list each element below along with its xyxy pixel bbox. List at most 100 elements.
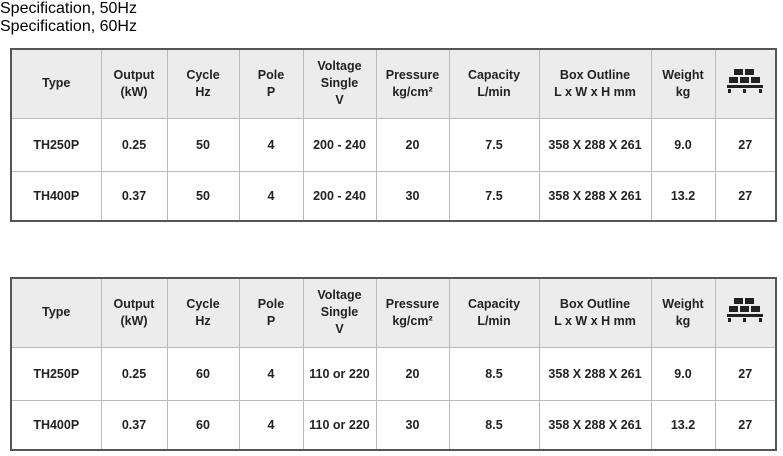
cell: 358 X 288 X 261 <box>538 117 652 172</box>
header-line: L/min <box>477 84 511 99</box>
header-line: kg/cm² <box>392 84 433 99</box>
header-line: Output <box>113 296 155 311</box>
cell: 30 <box>375 170 450 222</box>
cell: TH250P <box>10 346 102 401</box>
header-cell: Capacity L/min <box>448 48 540 119</box>
cell: 50 <box>166 117 240 172</box>
header-line: L/min <box>477 313 511 328</box>
cell: 27 <box>714 399 777 451</box>
header-line: Capacity <box>467 67 521 82</box>
header-line: Single <box>320 305 359 320</box>
cell: 200 - 240 <box>302 170 377 222</box>
cell: 200 - 240 <box>302 117 377 172</box>
cell: 358 X 288 X 261 <box>538 399 652 451</box>
cell: 4 <box>238 170 304 222</box>
cell: 60 <box>166 399 240 451</box>
cell: 8.5 <box>448 399 540 451</box>
header-line: Box Outline <box>559 67 631 82</box>
cell: 30 <box>375 399 450 451</box>
header-row: Type Output (kW) Cycle Hz Pole P Voltage Single V… <box>10 48 777 119</box>
header-cell: Pole P <box>238 277 304 348</box>
cell: 358 X 288 X 261 <box>538 170 652 222</box>
header-line: kg/cm² <box>392 313 433 328</box>
header-cell: Output (kW) <box>100 277 168 348</box>
header-line: Type <box>42 305 71 320</box>
cell: 4 <box>238 399 304 451</box>
header-line: V <box>335 93 344 108</box>
header-line: Cycle <box>186 296 220 311</box>
header-row: Type Output (kW) Cycle Hz Pole P Voltage Single V… <box>10 277 777 348</box>
header-cell: Weight kg <box>650 277 716 348</box>
header-line: P <box>266 84 276 99</box>
header-cell: Box Outline L x W x H mm <box>538 277 652 348</box>
data-row: TH400P 0.37 60 4 110 or 220 30 8.5 358 X 288 X … <box>10 399 777 451</box>
data-row: TH400P 0.37 50 4 200 - 240 30 7.5 358 X 288 X 2… <box>10 170 777 222</box>
cell: 8.5 <box>448 346 540 401</box>
header-cell: Voltage Single V <box>302 277 377 348</box>
header-line: L x W x H mm <box>554 313 636 328</box>
header-cell: Capacity L/min <box>448 277 540 348</box>
pallet-icon <box>714 277 777 348</box>
cell: TH400P <box>10 399 102 451</box>
cell: 27 <box>714 346 777 401</box>
cell: 9.0 <box>650 346 716 401</box>
header-line: Hz <box>195 84 211 99</box>
cell: 110 or 220 <box>302 346 377 401</box>
cell: 4 <box>238 117 304 172</box>
header-cell: Weight kg <box>650 48 716 119</box>
cell: 0.37 <box>100 170 168 222</box>
header-line: Voltage <box>317 59 362 74</box>
cell: TH250P <box>10 117 102 172</box>
header-cell: Voltage Single V <box>302 48 377 119</box>
spec-table: Type Output (kW) Cycle Hz Pole P Voltage Single V… <box>10 277 777 451</box>
header-line: Cycle <box>186 67 220 82</box>
cell: 0.25 <box>100 117 168 172</box>
cell: 7.5 <box>448 170 540 222</box>
header-line: (kW) <box>120 313 148 328</box>
header-line: Pressure <box>385 67 440 82</box>
header-line: Weight <box>662 296 704 311</box>
header-line: Pole <box>257 296 285 311</box>
cell: 0.25 <box>100 346 168 401</box>
cell: TH400P <box>10 170 102 222</box>
cell: 7.5 <box>448 117 540 172</box>
header-line: kg <box>675 84 691 99</box>
data-row: TH250P 0.25 60 4 110 or 220 20 8.5 358 X 288 X … <box>10 346 777 401</box>
header-line: kg <box>675 313 691 328</box>
header-cell: Cycle Hz <box>166 277 240 348</box>
header-line: V <box>335 322 344 337</box>
section-title: Specification, 60Hz <box>0 18 137 35</box>
cell: 0.37 <box>100 399 168 451</box>
cell: 110 or 220 <box>302 399 377 451</box>
header-line: Voltage <box>317 288 362 303</box>
header-line: L x W x H mm <box>554 84 636 99</box>
cell: 358 X 288 X 261 <box>538 346 652 401</box>
cell: 13.2 <box>650 399 716 451</box>
header-line: Type <box>42 76 71 91</box>
header-line: Capacity <box>467 296 521 311</box>
cell: 27 <box>714 117 777 172</box>
header-line: Pressure <box>385 296 440 311</box>
section-title: Specification, 50Hz <box>0 0 137 17</box>
pallet-icon <box>714 48 777 119</box>
cell: 9.0 <box>650 117 716 172</box>
header-line: Single <box>320 76 359 91</box>
cell: 13.2 <box>650 170 716 222</box>
header-cell: Type <box>10 48 102 119</box>
header-cell: Pole P <box>238 48 304 119</box>
cell: 4 <box>238 346 304 401</box>
header-line: Box Outline <box>559 296 631 311</box>
header-line: Output <box>113 67 155 82</box>
spec-table: Type Output (kW) Cycle Hz Pole P Voltage Single V… <box>10 48 777 222</box>
header-line: Weight <box>662 67 704 82</box>
header-cell: Pressure kg/cm² <box>375 48 450 119</box>
cell: 27 <box>714 170 777 222</box>
header-line: Hz <box>195 313 211 328</box>
cell: 60 <box>166 346 240 401</box>
cell: 20 <box>375 346 450 401</box>
section-header: Specification, 60Hz <box>0 18 783 36</box>
header-line: (kW) <box>120 84 148 99</box>
header-cell: Box Outline L x W x H mm <box>538 48 652 119</box>
header-line: P <box>266 313 276 328</box>
